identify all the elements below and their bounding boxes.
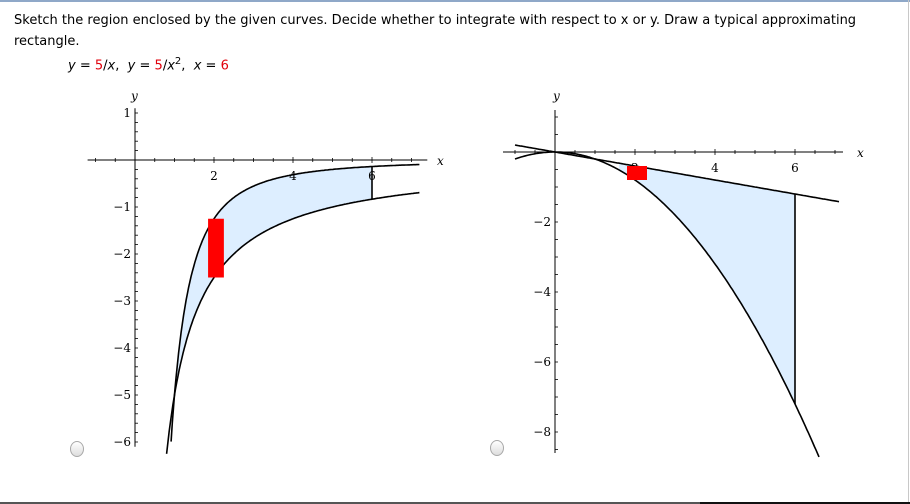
equation-part: x	[193, 58, 202, 74]
approximating-rectangle	[208, 218, 224, 278]
y-tick-label: −2	[113, 247, 131, 261]
curve-1	[514, 144, 840, 203]
y-tick-label: −6	[533, 355, 551, 369]
equation-part: y	[127, 58, 136, 74]
x-tick-label: 6	[791, 161, 799, 175]
x-axis-label: x	[437, 154, 444, 168]
y-axis-label: y	[552, 89, 560, 103]
equation-part: y	[68, 58, 76, 74]
radio-choice-2[interactable]	[490, 440, 504, 456]
y-tick-label: −5	[113, 388, 131, 402]
graph-choice-2: 246−2−4−6−8xy	[503, 89, 864, 458]
approximating-rectangle	[627, 166, 647, 180]
equation-part: 2	[174, 56, 182, 67]
equation-part: 5	[94, 58, 104, 74]
question-prompt: Sketch the region enclosed by the given …	[14, 13, 857, 49]
right-border	[908, 0, 909, 504]
equation-part: =	[75, 58, 95, 74]
equation-part: 5	[154, 58, 163, 74]
curve-2	[514, 151, 820, 458]
x-tick-label: 4	[289, 169, 297, 183]
radio-choice-1[interactable]	[70, 441, 84, 457]
equation-part: 6	[220, 58, 229, 74]
graph-choice-1: 2461−1−2−3−4−5−6xy	[87, 89, 444, 454]
y-tick-label: −4	[533, 285, 551, 299]
x-tick-label: 4	[711, 161, 719, 175]
y-tick-label: −4	[113, 341, 131, 355]
y-tick-label: −6	[113, 435, 131, 449]
bottom-border	[0, 502, 910, 504]
x-axis-label: x	[857, 146, 864, 160]
equation-part: /	[162, 58, 168, 74]
equation: y = 5/x, y = 5/x2, x = 6	[68, 56, 229, 73]
top-border	[0, 0, 910, 2]
curve-2	[165, 191, 420, 454]
y-tick-label: −8	[533, 425, 551, 439]
equation-part: x	[107, 58, 116, 74]
y-tick-label: 1	[123, 106, 131, 120]
equation-part: =	[135, 58, 155, 74]
y-tick-label: −2	[533, 215, 551, 229]
y-axis-label: y	[130, 89, 138, 103]
y-tick-label: −1	[113, 200, 131, 214]
equation-part: x	[167, 58, 175, 74]
shaded-region	[174, 166, 372, 395]
x-tick-label: 2	[210, 169, 218, 183]
equation-part: /	[103, 58, 108, 74]
equation-part: =	[201, 58, 221, 74]
shaded-region	[619, 163, 795, 404]
equation-part: ,	[181, 58, 194, 74]
y-tick-label: −3	[113, 294, 131, 308]
equation-part: ,	[115, 58, 128, 74]
